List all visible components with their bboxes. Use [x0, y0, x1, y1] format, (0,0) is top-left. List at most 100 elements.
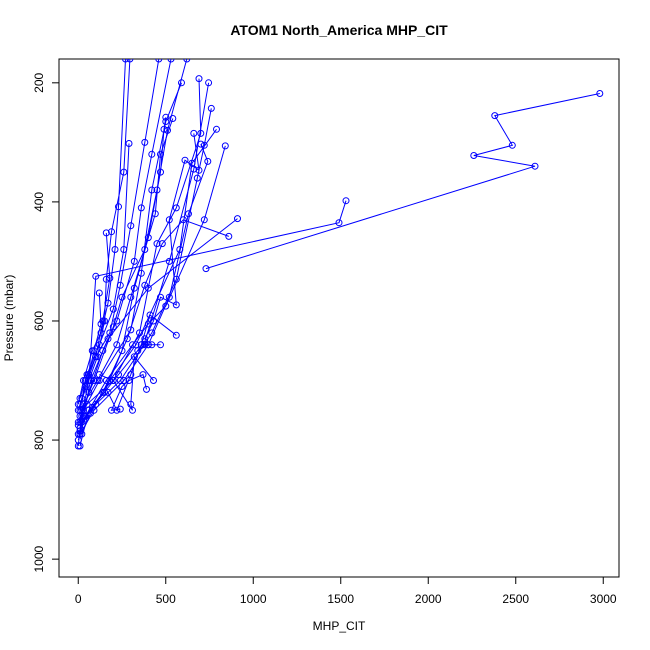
data-point [136, 329, 143, 337]
series-line-21 [81, 292, 102, 399]
data-point [172, 204, 180, 212]
data-point [78, 394, 86, 402]
data-point [221, 142, 229, 150]
data-point [85, 371, 93, 379]
data-point [225, 232, 233, 240]
data-point [179, 216, 187, 224]
x-tick-label: 2000 [415, 592, 442, 606]
data-point [157, 341, 164, 349]
data-point [106, 274, 114, 282]
data-point [197, 129, 205, 137]
data-point [162, 113, 170, 121]
data-point [202, 265, 210, 273]
series-line-8 [79, 78, 202, 417]
data-point [92, 272, 100, 280]
series-line-1 [205, 93, 600, 270]
data-point [167, 59, 175, 63]
data-point [104, 299, 112, 307]
series-line-14 [77, 59, 188, 447]
data-point [111, 246, 119, 253]
data-point [90, 347, 98, 355]
data-point [158, 240, 166, 248]
x-tick-label: 1000 [240, 592, 267, 606]
data-point [596, 90, 604, 97]
data-point [113, 317, 121, 325]
data-point [81, 377, 89, 384]
y-axis: 200 400 600 800 1000 [32, 72, 60, 572]
data-point [74, 442, 82, 450]
data-point [204, 157, 212, 165]
data-point [157, 293, 164, 301]
data-point [141, 281, 149, 289]
y-tick-label: 200 [32, 72, 46, 92]
data-point [200, 216, 208, 224]
data-point [81, 412, 89, 420]
data-point [95, 341, 103, 349]
data-point [130, 284, 138, 292]
data-point [120, 246, 128, 253]
data-point [165, 293, 173, 301]
data-point [139, 371, 147, 379]
data-point [207, 104, 215, 112]
data-point [153, 240, 161, 248]
data-point [141, 246, 149, 253]
data-point [108, 228, 115, 236]
data-point [141, 138, 149, 146]
data-point [150, 317, 157, 325]
data-point [109, 305, 117, 313]
x-tick-label: 3000 [590, 592, 617, 606]
data-point [160, 125, 168, 133]
data-point [85, 388, 93, 396]
data-point [143, 385, 150, 393]
x-tick-label: 2500 [502, 592, 529, 606]
data-point [213, 125, 220, 133]
series-line-13 [77, 117, 167, 441]
plot-area [74, 59, 604, 450]
data-point [183, 59, 191, 63]
data-point [134, 347, 142, 355]
data-point [150, 377, 157, 384]
data-point [164, 126, 171, 134]
data-point [181, 156, 189, 164]
data-point [335, 219, 343, 227]
y-tick-label: 800 [32, 430, 46, 450]
data-point [137, 341, 145, 349]
x-tick-label: 0 [75, 592, 82, 606]
y-tick-label: 400 [32, 192, 46, 212]
data-point [197, 140, 205, 148]
data-point [130, 353, 138, 361]
data-point [195, 75, 203, 83]
data-point [137, 204, 145, 212]
data-point [531, 162, 539, 170]
data-point [148, 341, 156, 349]
data-point [125, 140, 133, 147]
data-point [127, 293, 135, 301]
data-point [127, 222, 135, 230]
data-point [148, 150, 156, 158]
data-point [148, 186, 156, 194]
series-line-10 [79, 143, 209, 435]
y-axis-label: Pressure (mbar) [2, 275, 16, 362]
series-group [74, 59, 604, 450]
data-point [118, 383, 126, 390]
data-point [95, 371, 103, 379]
data-point [342, 197, 350, 205]
series-line-20 [79, 232, 111, 411]
data-point [491, 112, 499, 120]
series-line-17 [79, 59, 131, 405]
data-point [130, 257, 138, 265]
series-line-12 [77, 118, 174, 426]
data-point [113, 341, 121, 349]
data-point [122, 59, 129, 63]
data-point [146, 311, 154, 319]
data-point [101, 388, 108, 396]
data-point [90, 406, 98, 414]
plot-frame [58, 58, 620, 578]
data-point [109, 323, 117, 331]
data-point [193, 174, 201, 182]
data-point [153, 186, 161, 194]
data-point [95, 289, 103, 297]
data-point [125, 377, 133, 384]
data-point [106, 329, 114, 337]
